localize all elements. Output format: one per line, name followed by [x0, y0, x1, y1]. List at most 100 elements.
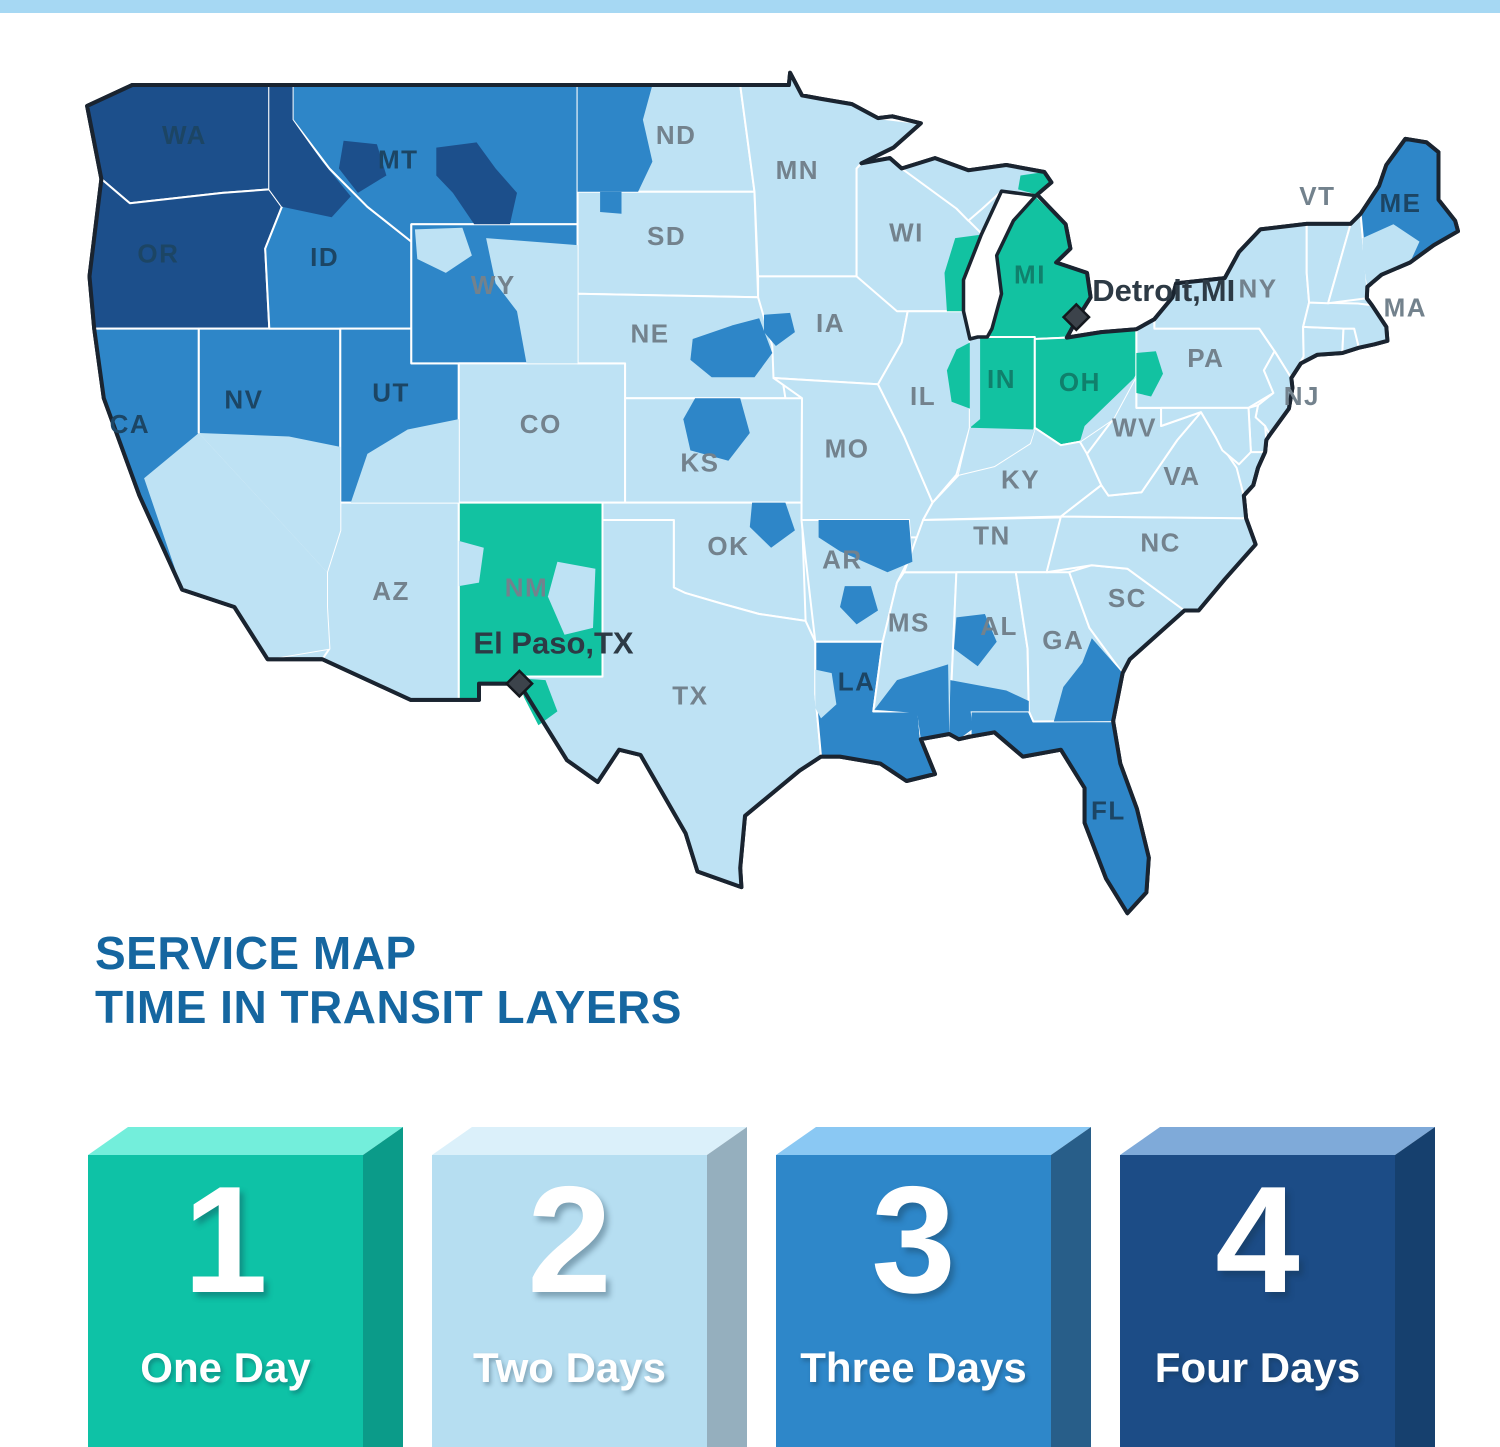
state-label-SC: SC [1108, 583, 1147, 613]
state-label-CA: CA [110, 409, 151, 439]
zone-patch-sd-nw [600, 191, 622, 214]
legend-label: Three Days [800, 1344, 1027, 1391]
state-label-OH: OH [1059, 367, 1101, 397]
transit-legend: 1 One Day 2 Two Days 3 Three Days 4 Four… [0, 1120, 1500, 1447]
block-top-face [776, 1127, 1091, 1155]
state-label-OR: OR [137, 239, 179, 269]
block-side-face [363, 1127, 403, 1447]
state-label-NV: NV [224, 385, 263, 415]
city-marker-icon [1061, 302, 1091, 332]
zone-patch-ms-south [874, 664, 950, 740]
state-label-LA: LA [838, 667, 876, 697]
state-label-FL: FL [1091, 795, 1126, 825]
zone-patch-ks-north [683, 398, 750, 461]
city-marker-icon [504, 669, 534, 699]
state-label-TX: TX [672, 680, 708, 710]
state-label-IL: IL [910, 381, 936, 411]
legend-label: Two Days [473, 1344, 666, 1391]
state-label-ID: ID [310, 242, 339, 272]
state-label-WI: WI [889, 218, 924, 248]
block-top-face [432, 1127, 747, 1155]
legend-label: One Day [140, 1344, 311, 1391]
state-label-MN: MN [776, 155, 819, 185]
state-label-KY: KY [1001, 465, 1040, 495]
state-label-NE: NE [630, 319, 669, 349]
state-label-ND: ND [656, 120, 697, 150]
block-front-face [88, 1155, 363, 1447]
zone-patch-nd-west [577, 85, 653, 192]
zone-patch-me-south [1362, 224, 1420, 287]
state-label-SD: SD [647, 221, 686, 251]
state-label-AZ: AZ [372, 576, 410, 606]
top-accent-bar [0, 0, 1500, 13]
legend-block-two-days: 2 Two Days [432, 1120, 747, 1447]
zone-patch-oh-se [1079, 375, 1137, 442]
state-label-ME: ME [1380, 188, 1422, 218]
zone-patch-ar-central [840, 586, 878, 625]
state-label-NM: NM [505, 573, 548, 603]
zone-patch-nm-west [458, 540, 484, 587]
state-label-AR: AR [822, 545, 863, 575]
zone-patch-la-west [815, 669, 837, 719]
zone-patch-in-west [969, 338, 981, 428]
page-title: SERVICE MAP TIME IN TRANSIT LAYERS [95, 926, 682, 1035]
state-label-MS: MS [888, 607, 930, 637]
state-label-IA: IA [816, 308, 845, 338]
state-label-OK: OK [707, 531, 749, 561]
state-DE [1247, 404, 1268, 454]
zone-patch-pa-west [1136, 351, 1163, 397]
state-MD [1160, 406, 1252, 466]
zone-patch-mt-east [436, 142, 517, 225]
zone-patch-wy-east [486, 238, 578, 364]
block-top-face [88, 1127, 403, 1155]
lake-michigan [961, 189, 1038, 341]
zone-patch-wy-nw [414, 227, 472, 273]
legend-block-one-day: 1 One Day [88, 1120, 403, 1447]
legend-label: Four Days [1154, 1344, 1361, 1391]
state-label-IN: IN [987, 364, 1016, 394]
zone-patch-ar-north [818, 520, 913, 573]
zone-patch-nv-south [198, 433, 341, 573]
legend-number: 2 [527, 1155, 612, 1325]
state-label-GA: GA [1042, 625, 1084, 655]
title-line-2: TIME IN TRANSIT LAYERS [95, 981, 682, 1034]
block-side-face [1051, 1127, 1091, 1447]
state-label-WY: WY [471, 270, 516, 300]
zone-patch-nm-east [547, 561, 596, 635]
zone-patch-id-panhandle [269, 85, 351, 218]
state-label-WV: WV [1112, 413, 1157, 443]
state-label-VT: VT [1299, 181, 1335, 211]
state-label-CO: CO [520, 409, 562, 439]
zone-patch-al-south [949, 680, 1029, 740]
legend-number: 3 [871, 1155, 956, 1325]
state-label-TN: TN [973, 520, 1011, 550]
state-label-PA: PA [1187, 343, 1224, 373]
state-OR [88, 178, 283, 330]
zone-patch-tx-elpaso [518, 678, 558, 726]
zone-patch-ga-se [1053, 638, 1123, 722]
zone-patch-ne-east [690, 318, 773, 378]
zone-patch-al-central [954, 614, 997, 667]
block-side-face [707, 1127, 747, 1447]
zone-patch-ca-south [144, 433, 330, 660]
state-label-VA: VA [1163, 461, 1200, 491]
state-label-WA: WA [162, 120, 207, 150]
legend-block-three-days: 3 Three Days [776, 1120, 1091, 1447]
state-label-NJ: NJ [1284, 381, 1320, 411]
legend-block-four-days: 4 Four Days [1120, 1120, 1435, 1447]
state-label-AL: AL [980, 611, 1018, 641]
state-label-UT: UT [372, 378, 410, 408]
zone-patch-ia-west [764, 312, 795, 346]
legend-number: 4 [1215, 1155, 1300, 1325]
city-label: Detroit,MI [1092, 273, 1235, 308]
state-label-NY: NY [1238, 273, 1277, 303]
legend-number: 1 [183, 1155, 268, 1325]
state-label-MO: MO [825, 433, 870, 463]
block-front-face [776, 1155, 1051, 1447]
zone-patch-mt-west [338, 140, 387, 193]
zone-patch-ok-ne [749, 502, 795, 548]
state-label-MI: MI [1014, 259, 1046, 289]
state-label-MA: MA [1384, 292, 1427, 322]
zone-patch-ut-se [350, 419, 459, 503]
